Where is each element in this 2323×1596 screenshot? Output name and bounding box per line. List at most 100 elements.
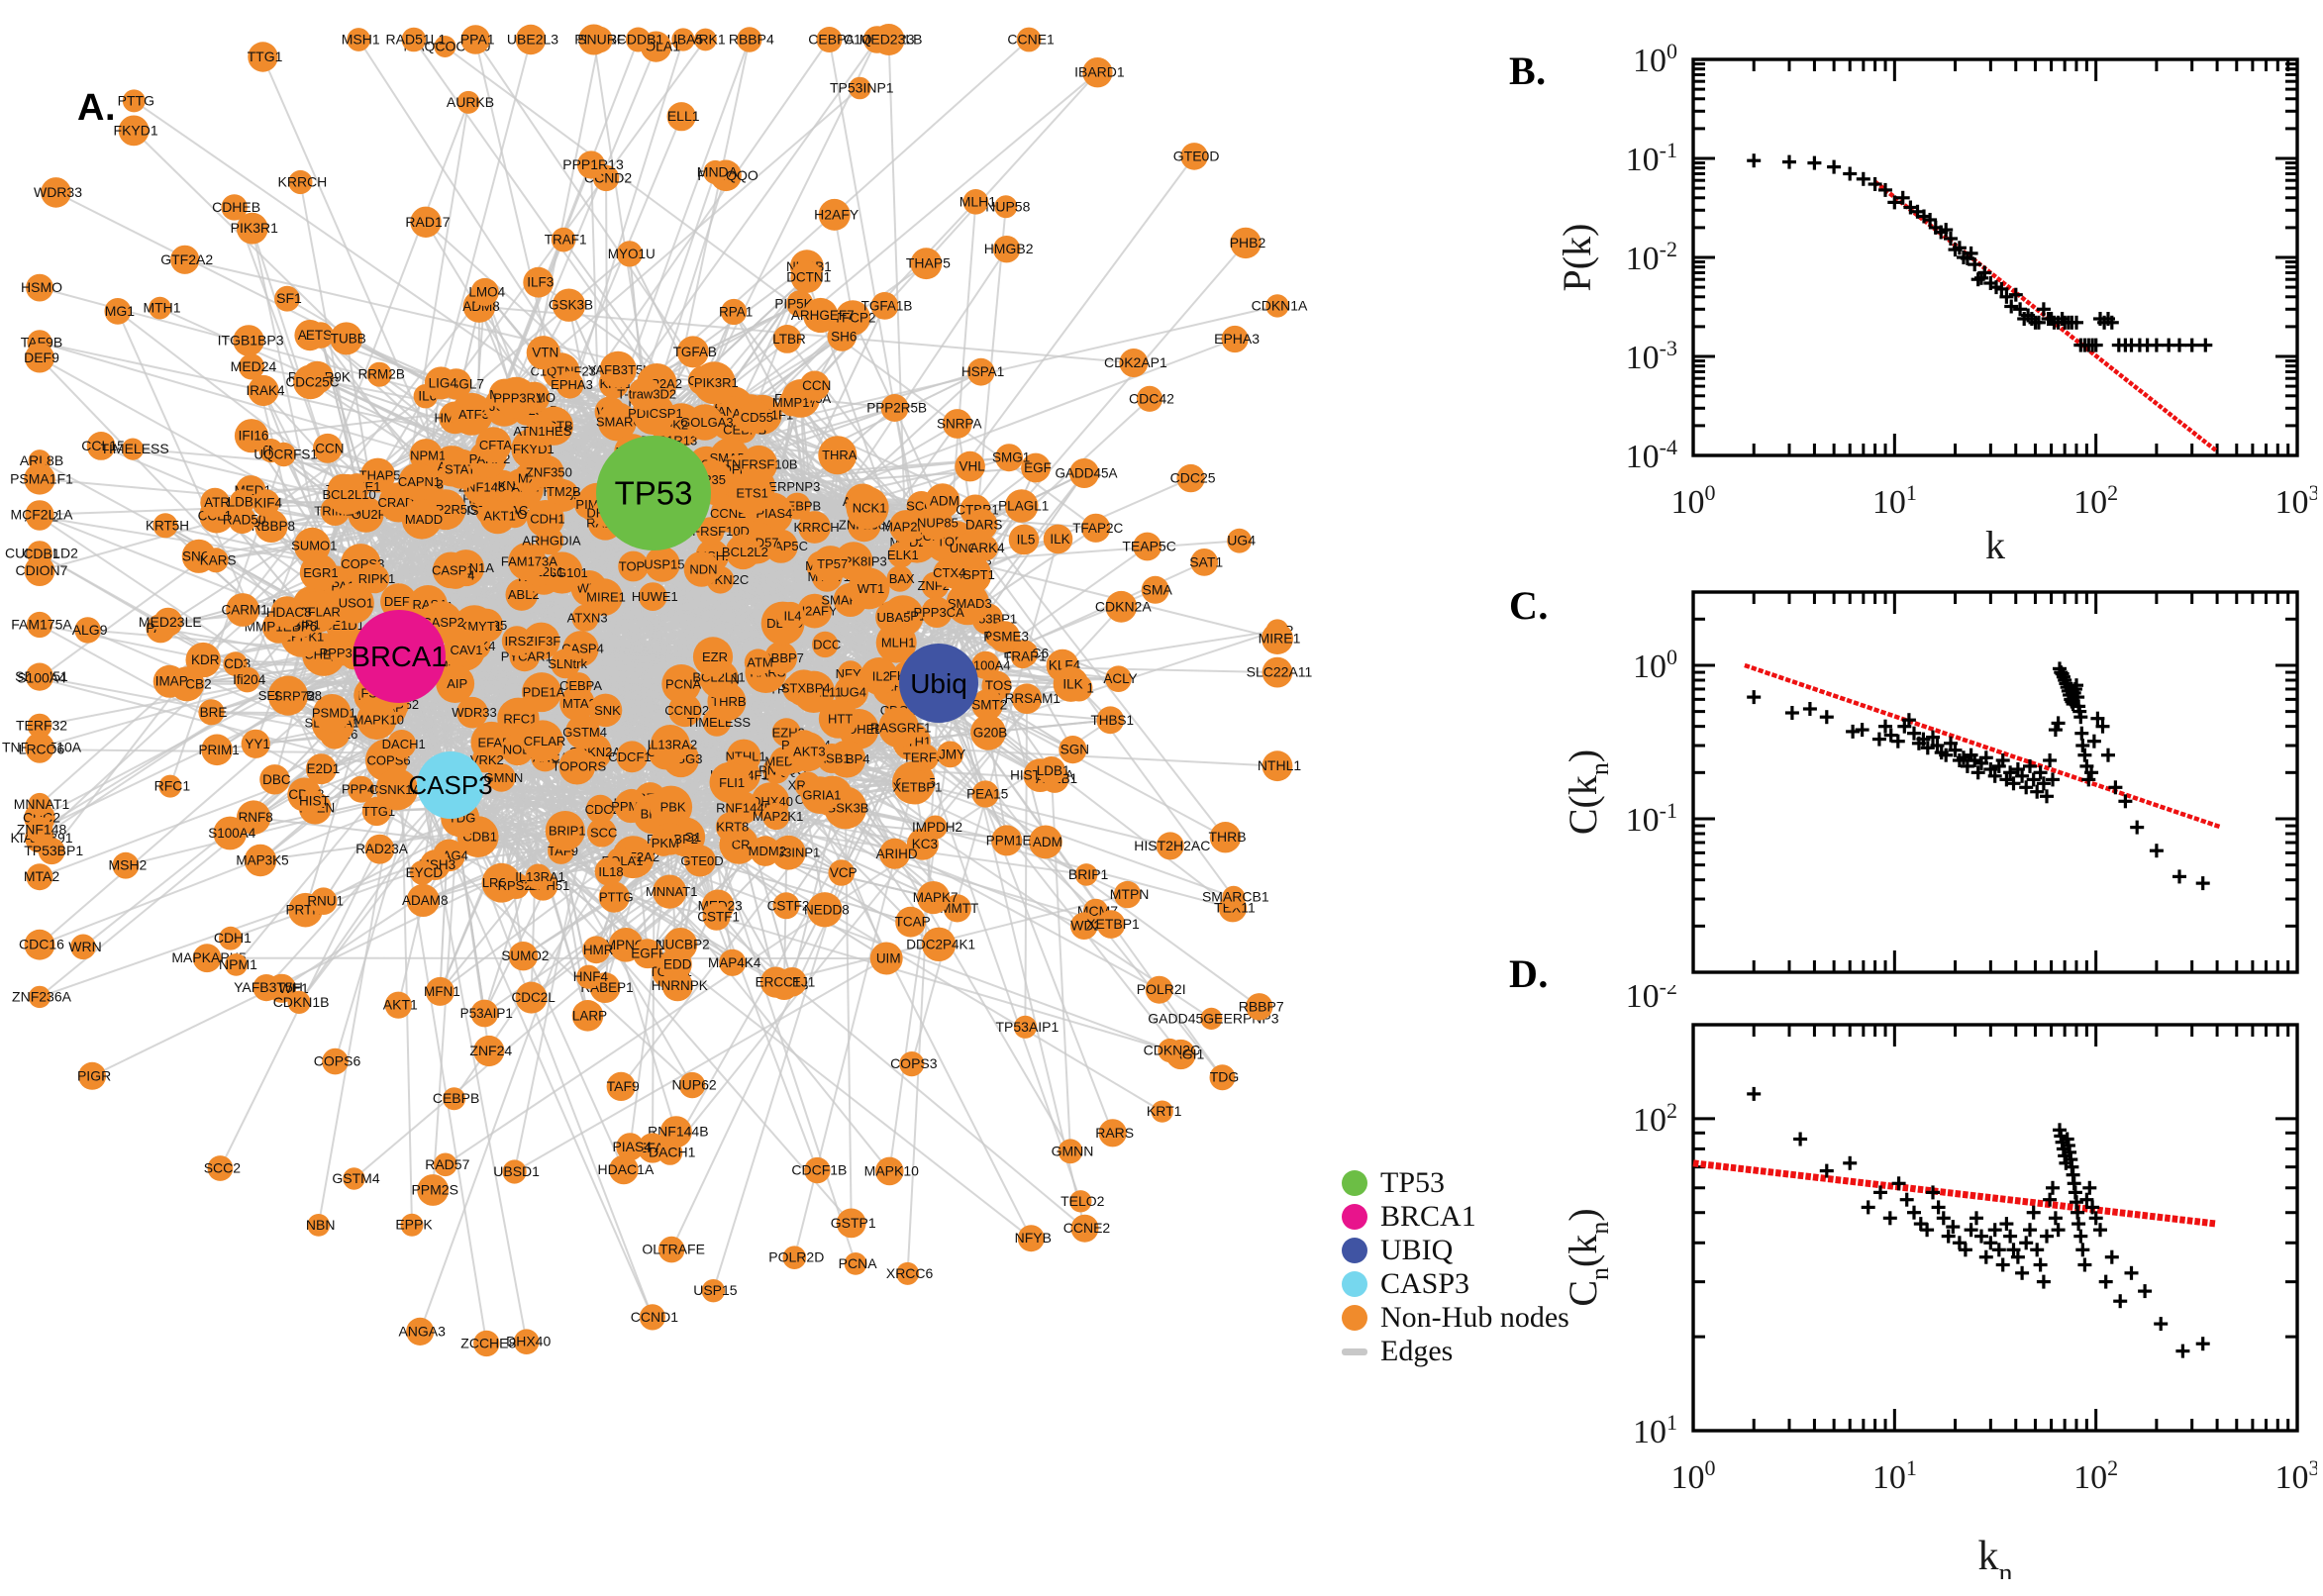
network-node[interactable]: PSMD1: [312, 694, 356, 733]
network-node[interactable]: TP53BP1: [24, 838, 83, 865]
network-node[interactable]: POLR2D: [768, 1246, 824, 1269]
network-node[interactable]: XETBP1: [1086, 910, 1140, 939]
node-circle-icon[interactable]: [1074, 863, 1098, 886]
network-node[interactable]: TOP1: [618, 550, 652, 582]
node-circle-icon[interactable]: [307, 322, 335, 349]
network-node[interactable]: TGFA1B: [861, 292, 913, 320]
node-circle-icon[interactable]: [1070, 912, 1098, 940]
network-node[interactable]: MCF2L1A: [10, 500, 73, 530]
network-node[interactable]: PCNA: [839, 1252, 878, 1275]
network-node[interactable]: PIK3R1: [231, 212, 278, 245]
node-circle-icon[interactable]: [545, 811, 585, 851]
node-circle-icon[interactable]: [434, 1152, 457, 1177]
network-node[interactable]: EZR: [692, 637, 734, 677]
network-node[interactable]: EPHA3: [1214, 325, 1260, 353]
node-circle-icon[interactable]: [671, 28, 695, 51]
node-circle-icon[interactable]: [801, 776, 839, 814]
node-circle-icon[interactable]: [816, 27, 843, 52]
network-node[interactable]: SMARC: [596, 402, 643, 442]
network-node[interactable]: JMY: [937, 741, 965, 768]
node-circle-icon[interactable]: [24, 929, 55, 960]
node-circle-icon[interactable]: [515, 981, 548, 1014]
node-circle-icon[interactable]: [609, 1154, 639, 1185]
node-circle-icon[interactable]: [582, 936, 611, 964]
network-node[interactable]: IL13RA1: [515, 863, 565, 890]
network-node[interactable]: XRCC6: [886, 1261, 934, 1285]
network-node[interactable]: RIPK1: [358, 563, 396, 594]
node-circle-icon[interactable]: [366, 361, 392, 387]
network-node[interactable]: TIMELESS: [100, 438, 169, 460]
network-node[interactable]: IRAK4: [246, 374, 285, 407]
network-node[interactable]: NUP58: [985, 195, 1031, 219]
network-node[interactable]: TEAP5C: [1122, 532, 1176, 561]
hub-node-brca1[interactable]: BRCA1: [352, 610, 448, 703]
node-circle-icon[interactable]: [616, 241, 643, 267]
network-node[interactable]: RBBP4: [729, 27, 774, 52]
node-circle-icon[interactable]: [807, 892, 843, 928]
network-node[interactable]: PIAS4: [612, 1133, 652, 1161]
network-node[interactable]: SH6: [827, 322, 858, 351]
network-node[interactable]: GRIA1: [801, 776, 841, 814]
network-node[interactable]: TNFRSF10B: [724, 445, 798, 483]
network-node[interactable]: RAD23A: [355, 834, 408, 864]
node-circle-icon[interactable]: [1145, 975, 1173, 1004]
network-node[interactable]: HIST: [299, 788, 330, 814]
node-circle-icon[interactable]: [522, 720, 563, 762]
node-circle-icon[interactable]: [702, 902, 731, 931]
network-node[interactable]: EYCD: [406, 860, 444, 885]
network-node[interactable]: CCN: [313, 433, 345, 463]
node-circle-icon[interactable]: [597, 402, 637, 442]
node-circle-icon[interactable]: [238, 353, 265, 380]
node-circle-icon[interactable]: [571, 604, 599, 632]
node-circle-icon[interactable]: [790, 260, 823, 293]
network-node[interactable]: FLI1: [709, 761, 751, 803]
network-node[interactable]: TRAP1: [1003, 645, 1047, 669]
network-node[interactable]: ZNF24: [469, 1035, 512, 1067]
node-circle-icon[interactable]: [384, 991, 412, 1019]
network-node[interactable]: GMNN: [1052, 1139, 1094, 1164]
node-circle-icon[interactable]: [676, 336, 709, 368]
network-node[interactable]: UG4: [1227, 528, 1256, 553]
network-node[interactable]: KDR: [185, 642, 221, 678]
node-circle-icon[interactable]: [657, 1236, 685, 1263]
node-circle-icon[interactable]: [219, 926, 243, 950]
network-node[interactable]: LTBR: [772, 325, 806, 353]
node-circle-icon[interactable]: [192, 944, 222, 973]
network-node[interactable]: PPA1: [460, 25, 495, 54]
network-node[interactable]: ACLY: [1103, 665, 1138, 692]
network-node[interactable]: TFAP2C: [1072, 513, 1123, 543]
node-circle-icon[interactable]: [1029, 825, 1062, 859]
node-circle-icon[interactable]: [565, 672, 592, 699]
node-circle-icon[interactable]: [410, 206, 442, 238]
node-circle-icon[interactable]: [818, 198, 851, 231]
node-circle-icon[interactable]: [27, 713, 52, 739]
node-circle-icon[interactable]: [633, 939, 662, 969]
node-circle-icon[interactable]: [1230, 227, 1262, 259]
network-node[interactable]: MAP3K5: [236, 844, 289, 877]
network-node[interactable]: VRK2: [470, 747, 504, 773]
node-circle-icon[interactable]: [1053, 666, 1089, 702]
node-circle-icon[interactable]: [995, 444, 1024, 472]
network-node[interactable]: RPA1: [719, 298, 753, 326]
network-node[interactable]: KRRCH: [793, 511, 840, 544]
network-node[interactable]: BCL2L2: [722, 534, 768, 570]
node-circle-icon[interactable]: [911, 744, 939, 771]
network-node[interactable]: POLR2I: [1137, 975, 1186, 1004]
node-circle-icon[interactable]: [1096, 910, 1126, 939]
network-node[interactable]: GADD45GEERPNP3: [1148, 1007, 1279, 1030]
network-node[interactable]: MNNAT1: [14, 792, 70, 817]
node-circle-icon[interactable]: [899, 1051, 925, 1077]
node-circle-icon[interactable]: [122, 89, 146, 113]
network-node[interactable]: CDHEB: [212, 194, 260, 221]
network-node[interactable]: MNNAT1: [646, 874, 697, 909]
node-circle-icon[interactable]: [594, 856, 624, 886]
network-node[interactable]: IL2: [859, 657, 898, 695]
network-node[interactable]: KRT1: [1147, 1100, 1182, 1123]
network-node[interactable]: KRT5H: [146, 513, 189, 539]
node-circle-icon[interactable]: [347, 28, 371, 51]
network-node[interactable]: PPP3CA: [913, 596, 964, 629]
network-node[interactable]: MED23LE: [139, 607, 202, 637]
network-node[interactable]: BRIP1: [1068, 863, 1109, 886]
node-circle-icon[interactable]: [1016, 27, 1042, 52]
network-node[interactable]: CCL15: [81, 432, 125, 460]
